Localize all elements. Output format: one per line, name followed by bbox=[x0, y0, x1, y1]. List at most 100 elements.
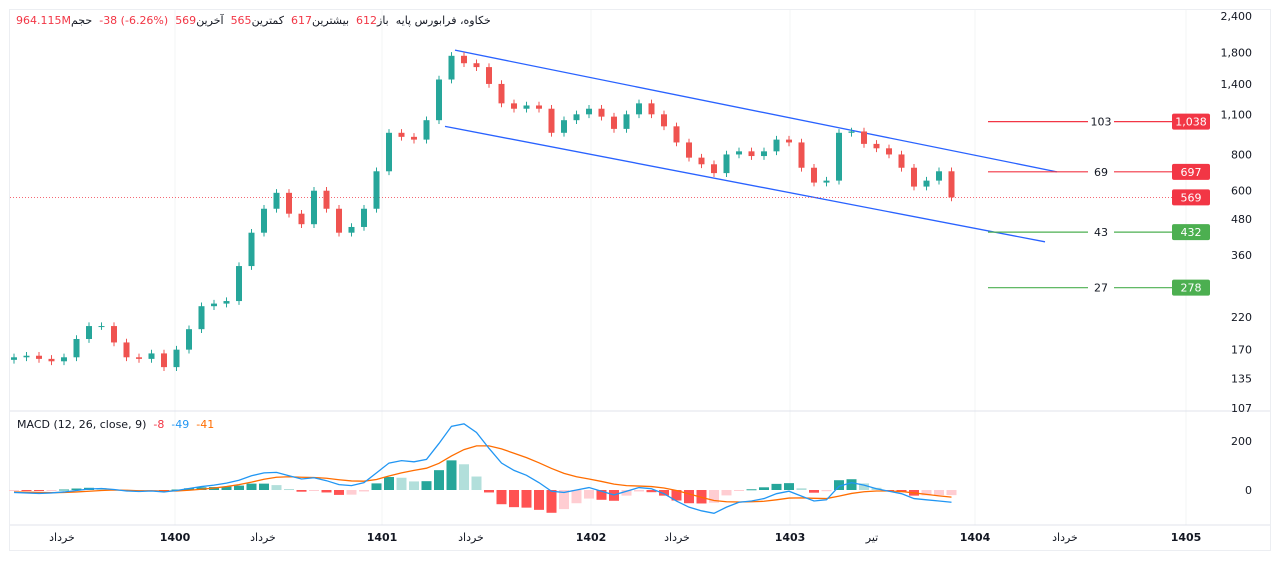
macd-histogram-bar bbox=[459, 464, 469, 490]
candle-body bbox=[486, 67, 492, 84]
candle-body bbox=[698, 157, 705, 165]
macd-histogram-bar bbox=[534, 490, 544, 510]
price-tick-label: 1,100 bbox=[1221, 108, 1253, 121]
macd-histogram-bar bbox=[796, 488, 807, 490]
macd-histogram-bar bbox=[621, 490, 632, 496]
macd-signal-value: -41 bbox=[196, 418, 215, 431]
price-tick-label: 2,400 bbox=[1221, 10, 1253, 23]
macd-histogram-bar bbox=[321, 490, 332, 493]
candle-body bbox=[236, 266, 242, 302]
level-label: 27 bbox=[1094, 282, 1108, 295]
price-tick-label: 600 bbox=[1231, 185, 1252, 198]
candle-body bbox=[148, 353, 155, 359]
macd-histogram-bar bbox=[921, 490, 932, 496]
macd-histogram-bar bbox=[584, 490, 594, 499]
macd-histogram-bar bbox=[734, 490, 744, 491]
candle-body bbox=[673, 126, 680, 143]
candle-body bbox=[786, 139, 792, 143]
change-value: -38 (-6.26%) bbox=[99, 14, 169, 27]
macd-histogram-bar bbox=[771, 483, 782, 490]
price-tick-label: 1,400 bbox=[1221, 78, 1253, 91]
macd-histogram-bar bbox=[9, 490, 19, 491]
macd-histogram-bar bbox=[859, 483, 869, 490]
symbol-name: خکاوه، فرابورس پایه bbox=[395, 14, 491, 27]
macd-histogram-bar bbox=[46, 490, 57, 491]
candle-body bbox=[373, 171, 380, 209]
candle-body bbox=[323, 190, 330, 209]
candle-body bbox=[848, 131, 855, 133]
candle-body bbox=[898, 154, 905, 168]
last-price-badge bbox=[1172, 189, 1210, 206]
macd-histogram-bar bbox=[834, 480, 844, 490]
macd-histogram-bar bbox=[846, 479, 857, 490]
candle-body bbox=[723, 154, 730, 174]
candle-body bbox=[48, 358, 55, 362]
macd-histogram-bar bbox=[359, 490, 369, 492]
macd-histogram-bar bbox=[409, 481, 419, 490]
macd-histogram-bar bbox=[759, 487, 769, 490]
macd-histogram-bar bbox=[246, 483, 257, 490]
candle-body bbox=[636, 103, 642, 115]
price-tick-label: 360 bbox=[1231, 249, 1252, 262]
macd-histogram-bar bbox=[559, 490, 569, 510]
candle-body bbox=[761, 151, 767, 157]
candle-body bbox=[686, 142, 692, 158]
candle-body bbox=[173, 349, 180, 368]
time-tick-label: خرداد bbox=[1052, 531, 1078, 544]
time-tick-label: 1401 bbox=[367, 531, 398, 544]
candle-body bbox=[448, 55, 455, 80]
price-tick-label: 170 bbox=[1231, 344, 1252, 357]
macd-histogram-bar bbox=[396, 477, 407, 490]
candle-body bbox=[823, 180, 830, 183]
high-value: 617 bbox=[290, 14, 312, 27]
candle-body bbox=[73, 338, 80, 358]
macd-histogram-bar bbox=[809, 490, 819, 493]
candle-body bbox=[423, 120, 430, 140]
price-tick-label: 1,800 bbox=[1221, 46, 1253, 59]
macd-histogram-bar bbox=[484, 490, 494, 493]
macd-histogram-bar bbox=[546, 490, 557, 513]
candle-body bbox=[211, 303, 217, 307]
macd-histogram-bar bbox=[71, 488, 82, 490]
macd-tick-label: 200 bbox=[1231, 435, 1252, 448]
macd-histogram-bar bbox=[34, 490, 44, 491]
level-label: 103 bbox=[1091, 116, 1112, 129]
time-tick-label: خرداد bbox=[250, 531, 276, 544]
candle-body bbox=[98, 326, 105, 328]
level-price-badge-text: 1,038 bbox=[1175, 116, 1207, 129]
macd-line bbox=[13, 423, 952, 514]
macd-histogram-bar bbox=[271, 485, 282, 490]
macd-histogram-bar bbox=[509, 490, 519, 508]
lower-trend-line bbox=[444, 125, 1046, 243]
candle-body bbox=[11, 357, 17, 360]
candle-body bbox=[886, 148, 892, 155]
macd-histogram-bar bbox=[634, 490, 644, 492]
close-value: 569 bbox=[175, 14, 197, 27]
macd-histogram-bar bbox=[371, 483, 382, 490]
macd-signal-line bbox=[13, 445, 952, 503]
macd-histogram-bar bbox=[721, 490, 732, 496]
time-tick-label: تیر bbox=[865, 531, 878, 544]
volume-label: حجم bbox=[70, 14, 93, 27]
time-tick-label: خرداد bbox=[664, 531, 690, 544]
candle-body bbox=[623, 114, 630, 129]
macd-histogram-bar bbox=[709, 490, 719, 503]
macd-histogram-bar bbox=[21, 490, 32, 491]
chart-frame bbox=[9, 9, 1271, 551]
candle-body bbox=[648, 103, 655, 115]
candle-body bbox=[86, 326, 92, 339]
candle-body bbox=[536, 105, 542, 109]
price-tick-label: 107 bbox=[1231, 402, 1252, 415]
candle-body bbox=[361, 208, 367, 227]
time-tick-label: 1403 bbox=[775, 531, 806, 544]
level-price-badge bbox=[1172, 224, 1210, 241]
macd-histogram-bar bbox=[496, 490, 507, 505]
candle-body bbox=[923, 180, 930, 187]
candle-body bbox=[273, 192, 280, 209]
candle-body bbox=[36, 355, 42, 359]
candle-body bbox=[436, 79, 442, 121]
candle-body bbox=[248, 232, 255, 267]
candle-body bbox=[136, 357, 142, 359]
candle-body bbox=[61, 357, 67, 362]
